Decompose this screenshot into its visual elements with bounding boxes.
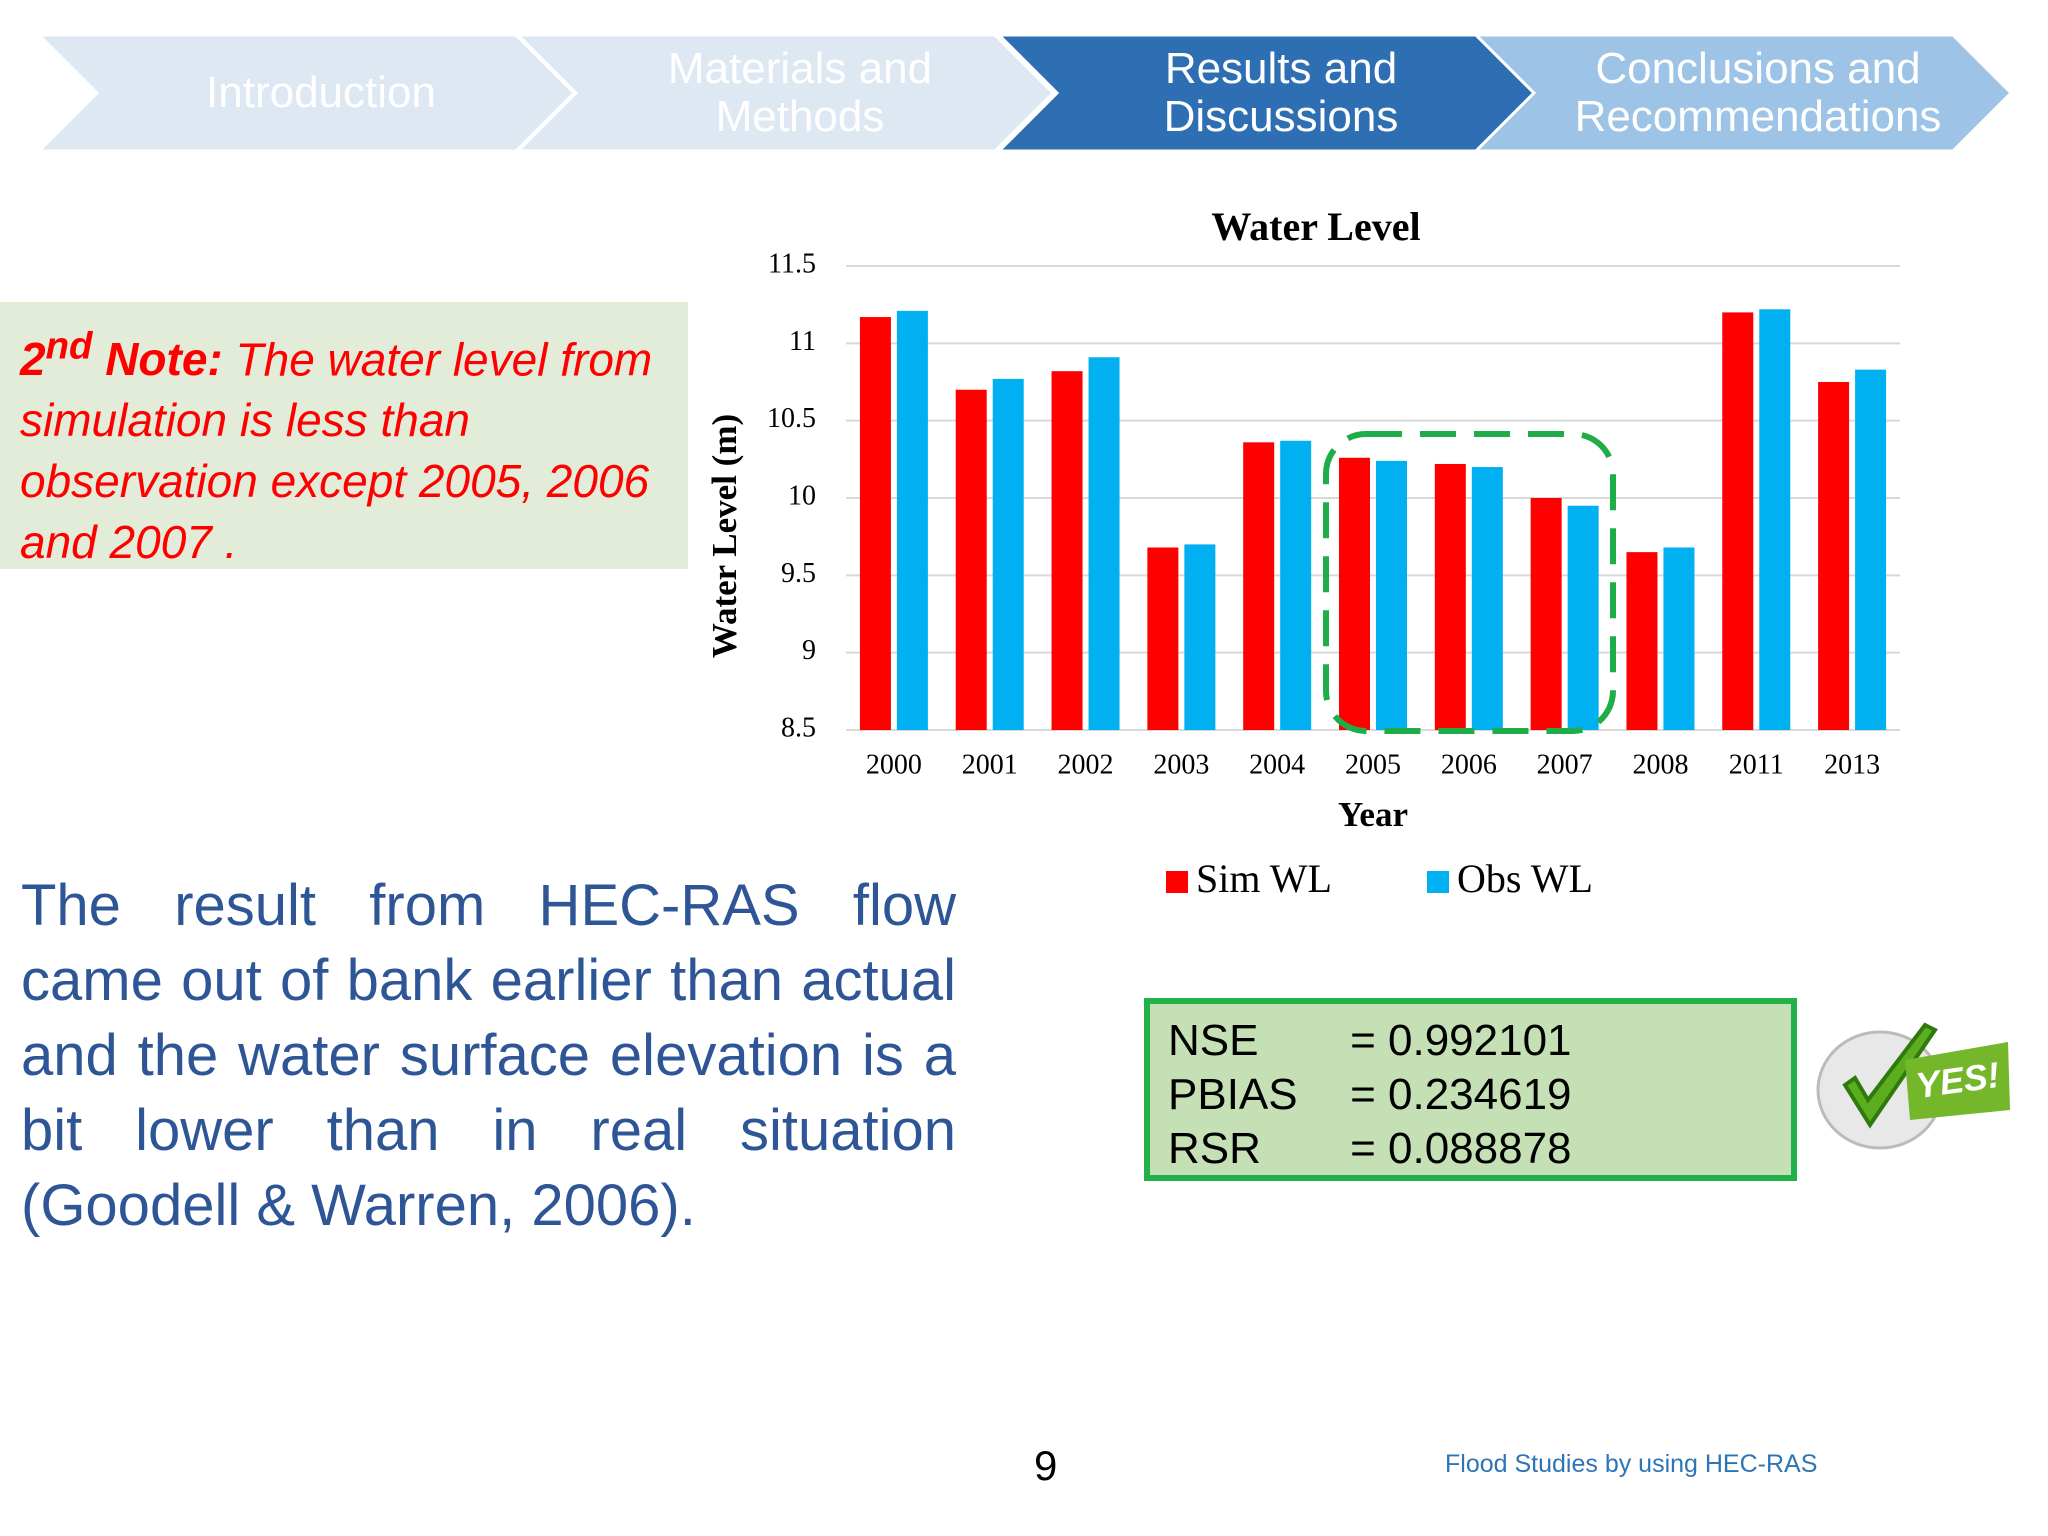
bar <box>1567 505 1599 730</box>
paragraph: The result from HEC-RAS flow came out of… <box>21 873 956 1238</box>
bar <box>1855 369 1887 730</box>
bar <box>992 378 1024 730</box>
x-tick-label: 2001 <box>962 749 1018 780</box>
metric-operator: = <box>1350 1124 1376 1173</box>
nav-chevron <box>514 33 1056 153</box>
y-axis-label: Water Level (m) <box>705 414 744 658</box>
x-tick-label: 2013 <box>1824 749 1880 780</box>
x-tick-label: 2011 <box>1729 749 1784 780</box>
note: 2nd Note: The water level from simulatio… <box>0 302 688 569</box>
x-tick-label: 2006 <box>1441 749 1497 780</box>
bar <box>1376 460 1407 730</box>
metric-name: RSR <box>1168 1124 1261 1173</box>
bar <box>1184 544 1216 730</box>
footer: Flood Studies by using HEC-RAS <box>1445 1450 1818 1478</box>
nav-step: Results and Discussions <box>1163 44 1399 141</box>
metric-row: RSR = 0.088878 <box>1168 1122 1773 1176</box>
bar <box>1339 457 1370 730</box>
y-tick-label: 11 <box>789 326 816 357</box>
metric-value: 0.992101 <box>1388 1016 1572 1065</box>
legend-swatch <box>1427 871 1449 893</box>
metrics-box: NSE = 0.992101 PBIAS = 0.234619 RSR = 0.088878 <box>1144 998 1797 1181</box>
x-tick-label: 2008 <box>1632 749 1688 780</box>
legend-label: Sim WL <box>1196 856 1332 901</box>
y-tick-label: 9 <box>802 635 816 666</box>
metric-name: NSE <box>1168 1016 1259 1065</box>
nav-step: Materials and Methods <box>667 44 933 141</box>
metric-name: PBIAS <box>1168 1070 1298 1119</box>
metric-row: PBIAS = 0.234619 <box>1168 1068 1773 1122</box>
bar <box>1243 442 1275 730</box>
bar <box>896 310 928 730</box>
note-label: Note: <box>105 333 223 386</box>
page-number: 9 <box>1034 1442 1058 1489</box>
badge-banner <box>1905 1042 2010 1120</box>
nav-step: Introduction <box>206 68 436 117</box>
x-tick-label: 2002 <box>1058 749 1114 780</box>
check-mark <box>1842 1022 1938 1129</box>
metric-row: NSE = 0.992101 <box>1168 1014 1773 1068</box>
x-tick-label: 2004 <box>1249 749 1305 780</box>
metric-operator: = <box>1350 1016 1376 1065</box>
bar <box>1818 382 1850 730</box>
check-badge: YES! <box>1816 1022 2010 1150</box>
y-tick-label: 9.5 <box>781 558 816 589</box>
bar <box>1434 463 1466 730</box>
bar <box>1722 312 1754 730</box>
bar <box>1759 309 1791 730</box>
ordinal: 2 <box>20 333 46 386</box>
note-ordinal: 2nd Note: <box>20 325 223 386</box>
x-tick-label: 2007 <box>1537 749 1593 780</box>
y-tick-label: 10.5 <box>767 403 816 434</box>
metric-operator: = <box>1350 1070 1376 1119</box>
bar <box>955 389 987 730</box>
bar <box>1471 467 1503 730</box>
highlight-box <box>1323 431 1616 734</box>
bar <box>1626 552 1658 730</box>
legend-swatch <box>1166 871 1188 893</box>
bar <box>1530 498 1562 730</box>
bar <box>1663 547 1695 730</box>
note-text: The water level from simulation is less … <box>20 333 653 569</box>
x-tick-label: 2000 <box>866 749 922 780</box>
bar <box>1280 440 1312 730</box>
y-tick-label: 11.5 <box>768 248 816 279</box>
chart-title: Water Level <box>1211 204 1420 249</box>
legend-label: Obs WL <box>1457 856 1593 901</box>
bar <box>1088 357 1120 730</box>
x-tick-label: 2003 <box>1153 749 1209 780</box>
x-axis-label: Year <box>1338 795 1408 834</box>
y-tick-label: 10 <box>788 480 816 511</box>
nav-step: Conclusions and Recommendations <box>1574 44 1942 141</box>
bar <box>1147 547 1179 730</box>
metric-value: 0.234619 <box>1388 1070 1572 1119</box>
bar <box>859 317 891 730</box>
y-tick-label: 8.5 <box>781 712 816 743</box>
ordinal-suffix: nd <box>45 325 93 368</box>
metric-value: 0.088878 <box>1388 1124 1572 1173</box>
nav-chevron <box>1472 33 2014 153</box>
bar <box>1051 371 1083 730</box>
x-tick-label: 2005 <box>1345 749 1401 780</box>
